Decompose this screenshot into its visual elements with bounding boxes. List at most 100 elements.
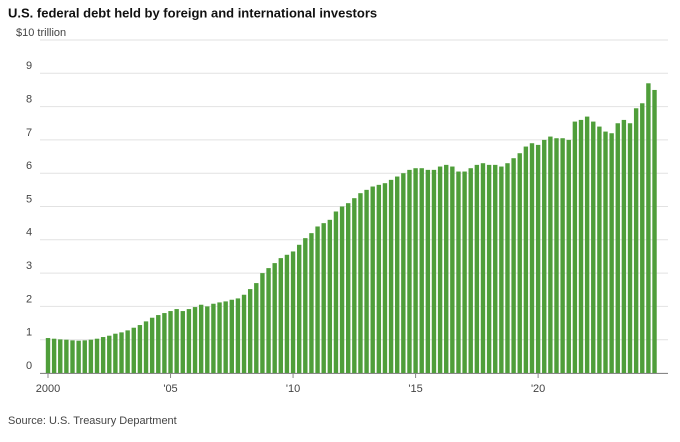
bar: [345, 203, 351, 373]
y-tick-label: 1: [26, 327, 32, 339]
bar: [211, 303, 216, 373]
bar: [205, 306, 210, 373]
bar: [627, 123, 633, 373]
bar: [290, 251, 296, 373]
bar: [180, 311, 185, 373]
bar: [45, 338, 51, 373]
bar: [149, 317, 155, 373]
bar: [597, 126, 602, 373]
bar: [450, 166, 455, 373]
bar: [407, 169, 412, 373]
bar: [284, 254, 290, 373]
y-tick-label: $10 trillion: [16, 27, 66, 39]
bar: [162, 313, 167, 373]
bar: [266, 268, 271, 373]
bar: [143, 321, 149, 373]
bar: [303, 238, 308, 373]
bar: [174, 309, 179, 373]
bar: [499, 166, 504, 373]
bar: [137, 325, 143, 373]
bar: [309, 233, 314, 373]
bar: [566, 139, 571, 373]
bar: [633, 108, 639, 373]
bar: [247, 289, 253, 373]
bar: [382, 183, 388, 373]
bar: [486, 164, 492, 373]
y-tick-label: 8: [26, 94, 32, 106]
y-tick-label: 2: [26, 293, 32, 305]
x-tick-label: '10: [286, 383, 300, 395]
bar: [560, 138, 565, 373]
bar: [186, 309, 192, 373]
bar: [327, 219, 333, 373]
bar: [388, 179, 394, 373]
bar: [437, 166, 443, 373]
bar: [58, 339, 63, 373]
bar: [168, 311, 173, 373]
bar: [609, 133, 614, 373]
bar: [88, 339, 94, 373]
bar: [548, 136, 553, 373]
bar: [125, 330, 130, 373]
bar: [100, 337, 106, 373]
bar: [542, 139, 547, 373]
bar: [352, 198, 357, 373]
bar: [554, 138, 559, 373]
bar: [107, 335, 112, 373]
bar: [241, 294, 247, 373]
y-tick-label: 4: [26, 227, 32, 239]
y-tick-label: 6: [26, 160, 32, 172]
bar: [640, 103, 645, 374]
bar: [572, 121, 578, 374]
bar: [156, 315, 161, 373]
bar: [376, 184, 382, 373]
x-tick-label: '15: [408, 383, 422, 395]
y-tick-label: 7: [26, 127, 32, 139]
bar: [119, 332, 124, 373]
bar: [413, 168, 418, 373]
bar: [131, 327, 136, 373]
bar: [517, 153, 522, 373]
bar: [395, 176, 400, 373]
bar: [339, 206, 345, 373]
bar: [82, 340, 87, 373]
bar: [254, 283, 259, 373]
bar: [505, 163, 510, 373]
bar: [474, 164, 480, 373]
x-tick-label: '05: [163, 383, 177, 395]
bar: [462, 171, 467, 373]
bar: [652, 89, 657, 373]
bar: [621, 119, 627, 373]
bar: [615, 123, 620, 373]
bar: [444, 164, 449, 373]
bar: [296, 244, 302, 373]
x-tick-label: 2000: [36, 383, 60, 395]
bar: [456, 171, 461, 373]
y-tick-label: 0: [26, 360, 32, 372]
bar: [523, 146, 529, 373]
bar: [535, 144, 541, 373]
bar: [235, 298, 241, 373]
bar: [70, 340, 75, 373]
bar: [94, 338, 100, 373]
bar: [198, 304, 204, 373]
bar: [364, 189, 369, 373]
bar: [229, 299, 234, 373]
bar: [493, 164, 498, 373]
y-tick-label: 9: [26, 60, 32, 72]
bar: [217, 302, 222, 373]
x-tick-label: '20: [531, 383, 545, 395]
bar: [321, 223, 326, 373]
bar: [76, 340, 81, 373]
bar: [64, 339, 69, 373]
bar: [333, 211, 339, 373]
chart-title: U.S. federal debt held by foreign and in…: [8, 5, 377, 20]
bar: [425, 169, 431, 373]
bar: [511, 158, 516, 373]
bar: [113, 333, 118, 373]
bar: [646, 83, 651, 373]
bar: [419, 168, 424, 373]
bar: [358, 193, 363, 373]
source: Source: U.S. Treasury Department: [8, 415, 177, 427]
